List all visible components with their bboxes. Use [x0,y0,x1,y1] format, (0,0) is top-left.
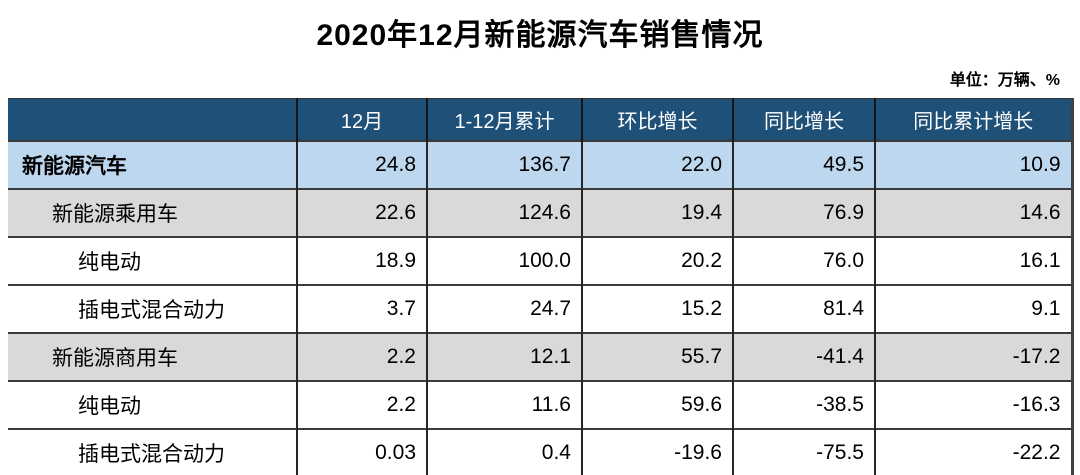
header-cell: 环比增长 [581,98,733,141]
row-label-cell: 纯电动 [8,236,297,285]
value-cell: -19.6 [581,428,733,475]
value-cell: 19.4 [581,188,733,237]
value-cell: 24.8 [296,140,427,189]
value-cell: 11.6 [426,380,582,429]
header-cell: 12月 [296,98,427,141]
value-cell: -16.3 [874,380,1072,429]
table-row: 插电式混合动力 0.03 0.4 -19.6 -75.5 -22.2 [8,428,1072,475]
table-row: 新能源商用车 2.2 12.1 55.7 -41.4 -17.2 [8,332,1072,381]
value-cell: 14.6 [874,188,1072,237]
value-cell: 49.5 [732,140,875,189]
table-body: 新能源汽车 24.8 136.7 22.0 49.5 10.9 新能源乘用车 22.6 124.… [8,140,1072,475]
table-row: 纯电动 2.2 11.6 59.6 -38.5 -16.3 [8,380,1072,429]
value-cell: 18.9 [296,236,427,285]
value-cell: -17.2 [874,332,1072,381]
value-cell: 136.7 [426,140,582,189]
table-row: 新能源汽车 24.8 136.7 22.0 49.5 10.9 [8,140,1072,189]
header-cell: 同比增长 [732,98,875,141]
table-header: 12月 1-12月累计 环比增长 同比增长 同比累计增长 [8,98,1072,141]
value-cell: 76.0 [732,236,875,285]
page-title: 2020年12月新能源汽车销售情况 [316,19,764,52]
value-cell: 76.9 [732,188,875,237]
value-cell: 10.9 [874,140,1072,189]
value-cell: -75.5 [732,428,875,475]
nev-sales-table: 12月 1-12月累计 环比增长 同比增长 同比累计增长 新能源汽车 24.8 136.7 2… [8,98,1074,475]
value-cell: 22.6 [296,188,427,237]
value-cell: 2.2 [296,332,427,381]
value-cell: 3.7 [296,284,427,333]
value-cell: 15.2 [581,284,733,333]
value-cell: 22.0 [581,140,733,189]
value-cell: 24.7 [426,284,582,333]
value-cell: 55.7 [581,332,733,381]
row-label-cell: 插电式混合动力 [8,428,297,475]
row-label-cell: 新能源商用车 [8,332,297,381]
value-cell: -38.5 [732,380,875,429]
value-cell: 20.2 [581,236,733,285]
value-cell: 16.1 [874,236,1072,285]
header-cell-category [8,98,297,141]
table-row: 插电式混合动力 3.7 24.7 15.2 81.4 9.1 [8,284,1072,333]
value-cell: 0.03 [296,428,427,475]
row-label-cell: 纯电动 [8,380,297,429]
table-header-row: 12月 1-12月累计 环比增长 同比增长 同比累计增长 [8,98,1072,141]
row-label-cell: 插电式混合动力 [8,284,297,333]
value-cell: 81.4 [732,284,875,333]
header-cell: 1-12月累计 [426,98,582,141]
value-cell: 9.1 [874,284,1072,333]
value-cell: -22.2 [874,428,1072,475]
value-cell: 2.2 [296,380,427,429]
value-cell: 124.6 [426,188,582,237]
row-label-cell: 新能源乘用车 [8,188,297,237]
value-cell: 59.6 [581,380,733,429]
value-cell: 0.4 [426,428,582,475]
value-cell: 12.1 [426,332,582,381]
row-label-cell: 新能源汽车 [8,140,297,189]
table-row: 纯电动 18.9 100.0 20.2 76.0 16.1 [8,236,1072,285]
value-cell: -41.4 [732,332,875,381]
table-row: 新能源乘用车 22.6 124.6 19.4 76.9 14.6 [8,188,1072,237]
value-cell: 100.0 [426,236,582,285]
header-cell: 同比累计增长 [874,98,1072,141]
unit-note: 单位：万辆、% [949,72,1060,89]
